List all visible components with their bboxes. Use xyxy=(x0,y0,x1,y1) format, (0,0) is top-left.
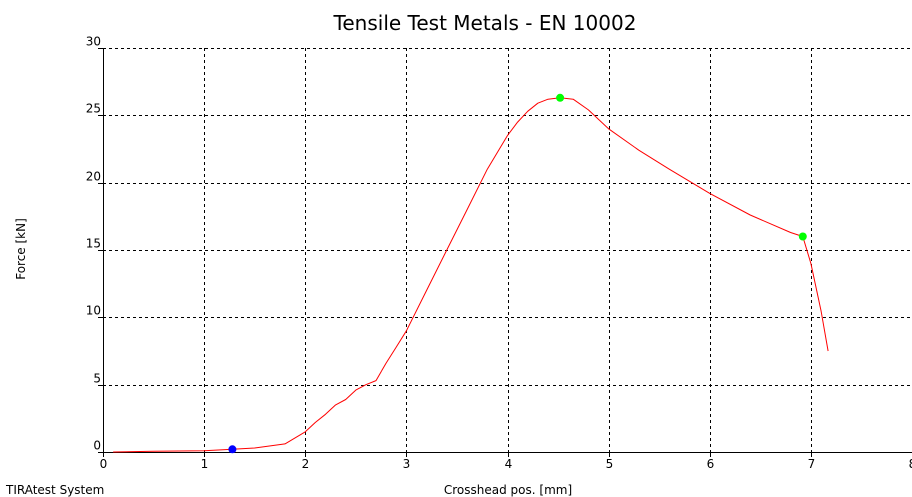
x-tick-label: 4 xyxy=(505,457,513,471)
data-point-marker xyxy=(228,445,237,454)
y-tick-label: 10 xyxy=(86,304,101,318)
series-group xyxy=(113,97,829,453)
x-tick-label: 0 xyxy=(100,457,108,471)
y-tick-label: 5 xyxy=(93,372,101,386)
data-point-marker xyxy=(798,232,807,241)
x-tick-label: 6 xyxy=(707,457,715,471)
y-tick-label: 20 xyxy=(86,170,101,184)
series-line xyxy=(113,97,829,453)
x-tick-labels: 0 1 2 3 4 5 6 7 8 xyxy=(100,457,912,471)
y-tick-labels: 0 5 10 15 20 25 30 xyxy=(86,35,101,453)
system-label: TIRAtest System xyxy=(5,483,104,497)
x-tick-label: 5 xyxy=(606,457,614,471)
chart-title: Tensile Test Metals - EN 10002 xyxy=(333,11,637,35)
grid-lines xyxy=(103,48,912,452)
y-tick-label: 15 xyxy=(86,237,101,251)
x-tick-label: 2 xyxy=(302,457,310,471)
x-axis-label: Crosshead pos. [mm] xyxy=(444,483,572,497)
marker-group xyxy=(228,93,807,454)
x-tick-label: 1 xyxy=(201,457,209,471)
y-axis-label: Force [kN] xyxy=(14,218,28,280)
y-tick-label: 30 xyxy=(86,35,101,49)
x-tick-label: 7 xyxy=(808,457,816,471)
x-tick-label: 8 xyxy=(909,457,912,471)
data-point-marker xyxy=(556,93,565,102)
x-tick-label: 3 xyxy=(403,457,411,471)
plot-axes xyxy=(98,48,912,457)
y-tick-label: 25 xyxy=(86,102,101,116)
y-tick-label: 0 xyxy=(93,439,101,453)
